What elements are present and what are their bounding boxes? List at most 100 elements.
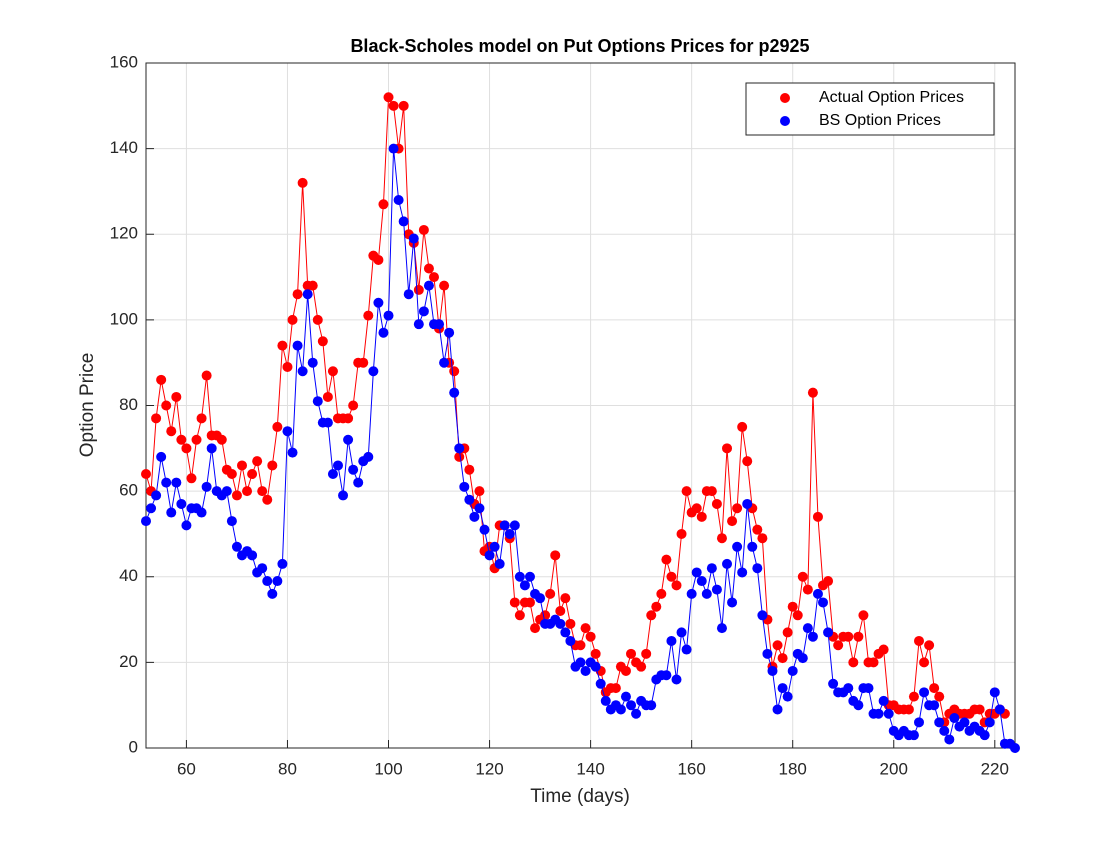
data-point xyxy=(696,576,707,587)
data-point xyxy=(484,550,495,561)
data-point xyxy=(661,670,672,681)
data-point xyxy=(716,623,727,634)
data-point xyxy=(413,319,424,330)
data-point xyxy=(282,426,293,437)
data-point xyxy=(181,520,192,531)
data-point xyxy=(752,524,763,535)
data-point xyxy=(777,683,788,694)
data-point xyxy=(282,361,293,372)
data-point xyxy=(161,400,172,411)
data-point xyxy=(777,653,788,664)
data-point xyxy=(722,443,733,454)
data-point xyxy=(661,554,672,565)
data-point xyxy=(418,306,429,317)
data-point xyxy=(565,635,576,646)
data-point xyxy=(711,498,722,509)
y-tick-label: 40 xyxy=(119,566,138,585)
data-point xyxy=(732,503,743,514)
legend-marker xyxy=(780,116,790,126)
data-point xyxy=(307,280,318,291)
data-point xyxy=(949,713,960,724)
data-point xyxy=(479,524,490,535)
data-point xyxy=(444,327,455,338)
data-point xyxy=(828,678,839,689)
data-point xyxy=(610,683,621,694)
data-point xyxy=(312,314,323,325)
data-point xyxy=(848,657,859,668)
data-point xyxy=(716,533,727,544)
data-point xyxy=(297,366,308,377)
y-tick-label: 80 xyxy=(119,395,138,414)
data-point xyxy=(787,601,798,612)
data-point xyxy=(807,631,818,642)
data-point xyxy=(494,558,505,569)
y-axis-label: Option Price xyxy=(77,353,98,458)
data-point xyxy=(989,687,1000,698)
data-point xyxy=(1010,743,1020,753)
data-point xyxy=(388,143,399,154)
data-point xyxy=(348,400,359,411)
data-point xyxy=(181,443,192,454)
data-point xyxy=(878,695,889,706)
data-point xyxy=(449,387,460,398)
data-point xyxy=(782,691,793,702)
data-point xyxy=(727,516,738,527)
data-point xyxy=(302,289,313,300)
data-point xyxy=(979,730,990,741)
data-point xyxy=(383,92,394,103)
legend-label: BS Option Prices xyxy=(819,112,941,129)
data-point xyxy=(524,571,535,582)
data-point xyxy=(812,511,823,522)
data-point xyxy=(762,648,773,659)
data-point xyxy=(307,357,318,368)
data-point xyxy=(757,610,768,621)
data-point xyxy=(615,704,626,715)
data-point xyxy=(398,100,409,111)
data-point xyxy=(600,695,611,706)
data-point xyxy=(676,627,687,638)
data-point xyxy=(994,704,1005,715)
data-point xyxy=(656,588,667,599)
data-point xyxy=(908,691,919,702)
x-tick-label: 80 xyxy=(278,759,297,778)
data-point xyxy=(732,541,743,552)
data-point xyxy=(151,413,162,424)
y-tick-label: 20 xyxy=(119,652,138,671)
data-point xyxy=(312,396,323,407)
data-point xyxy=(201,370,212,381)
data-point xyxy=(201,481,212,492)
data-point xyxy=(883,708,894,719)
data-point xyxy=(388,100,399,111)
data-point xyxy=(676,528,687,539)
data-point xyxy=(166,426,177,437)
data-point xyxy=(919,657,930,668)
data-point xyxy=(252,456,263,467)
data-point xyxy=(418,224,429,235)
data-point xyxy=(545,588,556,599)
data-point xyxy=(686,588,697,599)
data-point xyxy=(620,691,631,702)
data-point xyxy=(439,357,450,368)
y-tick-label: 120 xyxy=(110,224,138,243)
data-point xyxy=(812,588,823,599)
data-point xyxy=(408,233,419,244)
data-point xyxy=(742,498,753,509)
data-point xyxy=(166,507,177,518)
series-line xyxy=(145,95,1006,724)
data-point xyxy=(514,610,525,621)
data-point xyxy=(343,434,354,445)
data-point xyxy=(807,387,818,398)
data-point xyxy=(823,576,834,587)
data-point xyxy=(454,443,465,454)
y-tick-label: 160 xyxy=(110,52,138,71)
data-point xyxy=(141,516,151,527)
data-point xyxy=(509,597,520,608)
data-point xyxy=(176,498,187,509)
data-point xyxy=(423,263,434,274)
data-point xyxy=(196,413,207,424)
data-point xyxy=(403,289,414,300)
data-point xyxy=(595,678,606,689)
data-point xyxy=(332,460,343,471)
x-axis-label: Time (days) xyxy=(530,786,630,807)
data-point xyxy=(787,665,798,676)
